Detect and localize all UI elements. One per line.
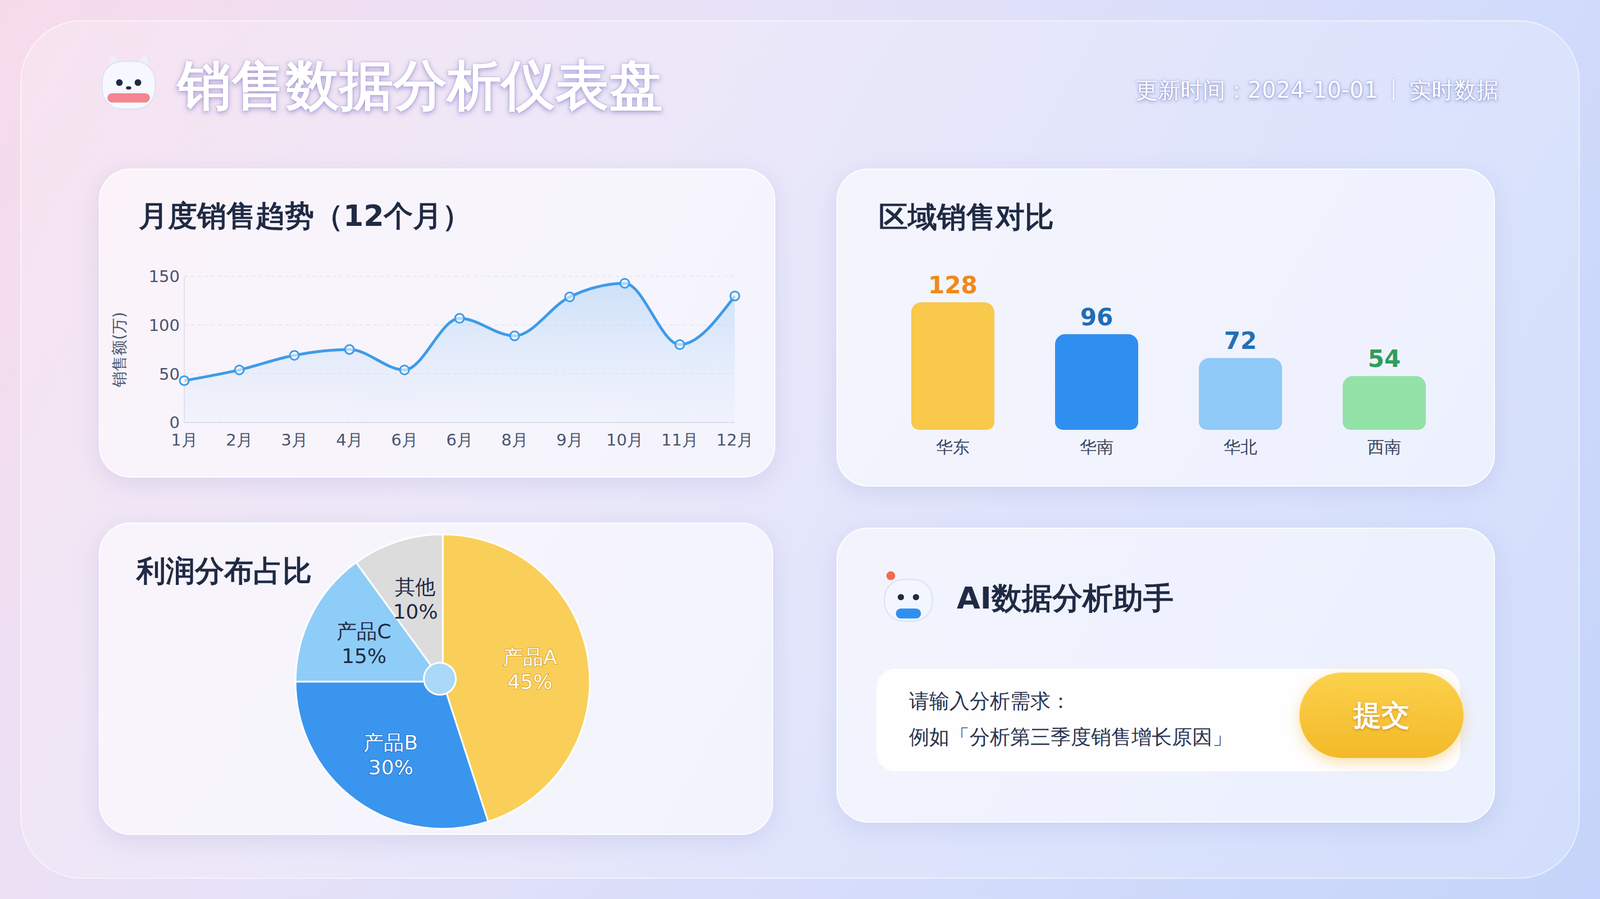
svg-text:128: 128 <box>928 271 978 299</box>
svg-text:华东: 华东 <box>935 437 970 457</box>
svg-text:2月: 2月 <box>225 430 253 450</box>
svg-text:6月: 6月 <box>446 430 473 450</box>
html-text:区域销售对比: 区域销售对比 <box>878 200 1054 234</box>
svg-text:华南: 华南 <box>1079 437 1114 457</box>
svg-text:产品C15%: 产品C15% <box>336 619 392 668</box>
html-text:实时数据: 实时数据 <box>1408 76 1499 103</box>
html-text:月度销售趋势（12个月）: 月度销售趋势（12个月） <box>138 198 472 233</box>
svg-text:产品A45%: 产品A45% <box>502 645 558 694</box>
html-text:例如「分析第三季度销售增长原因」: 例如「分析第三季度销售增长原因」 <box>908 725 1233 749</box>
html-text:更新时间：2024-10-01: 更新时间：2024-10-01 <box>1135 76 1379 103</box>
html-text:请输入分析需求：: 请输入分析需求： <box>908 689 1071 713</box>
svg-text:150: 150 <box>148 266 180 286</box>
svg-text:4月: 4月 <box>335 430 363 450</box>
svg-text:1月: 1月 <box>170 430 198 450</box>
svg-text:9月: 9月 <box>556 430 583 450</box>
svg-text:10月: 10月 <box>606 430 644 450</box>
svg-text:100: 100 <box>148 315 180 335</box>
svg-text:0: 0 <box>169 412 180 433</box>
html-text:AI数据分析助手: AI数据分析助手 <box>956 580 1174 616</box>
html-text:提交: 提交 <box>1353 698 1410 732</box>
svg-text:96: 96 <box>1080 303 1113 331</box>
svg-text:54: 54 <box>1367 344 1401 373</box>
svg-text:50: 50 <box>158 364 180 384</box>
svg-text:11月: 11月 <box>661 430 699 450</box>
html-text:利润分布占比: 利润分布占比 <box>136 553 312 588</box>
svg-text:其他10%: 其他10% <box>392 575 438 624</box>
svg-text:12月: 12月 <box>716 430 754 450</box>
html-text:销售数据分析仪表盘: 销售数据分析仪表盘 <box>177 53 663 117</box>
svg-text:产品B30%: 产品B30% <box>363 730 418 779</box>
svg-text:8月: 8月 <box>501 430 528 450</box>
svg-text:华北: 华北 <box>1223 437 1258 457</box>
svg-text:销售额(万): 销售额(万) <box>110 311 129 388</box>
svg-text:6月: 6月 <box>391 430 418 450</box>
svg-text:72: 72 <box>1224 326 1257 355</box>
svg-text:西南: 西南 <box>1367 437 1402 457</box>
svg-text:3月: 3月 <box>280 430 308 450</box>
